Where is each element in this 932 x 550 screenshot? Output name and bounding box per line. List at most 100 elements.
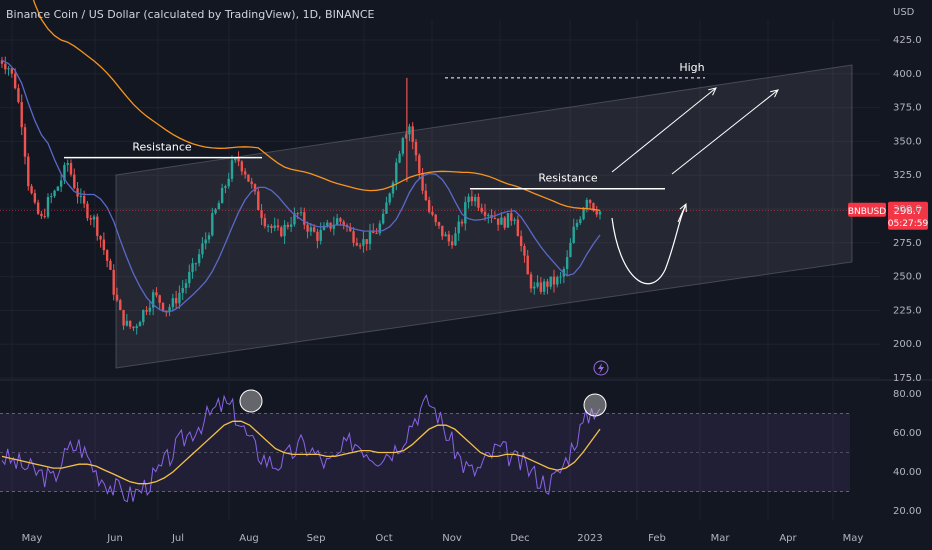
candle-body <box>539 282 543 292</box>
candle-body <box>0 60 4 64</box>
candle-body <box>414 141 418 156</box>
candle-body <box>431 211 434 215</box>
candle-body <box>496 218 500 225</box>
candle-body <box>503 217 506 228</box>
high-label: High <box>679 61 704 74</box>
candle-body <box>549 276 552 287</box>
candle-body <box>33 193 37 203</box>
rsi-ma-line <box>1 420 601 485</box>
x-tick-label: Aug <box>239 533 259 544</box>
candle-body <box>43 216 46 218</box>
candle-body <box>197 254 201 264</box>
price-badge-value: 298.7 <box>894 206 923 217</box>
candle-body <box>171 298 175 308</box>
candle-body <box>56 186 60 191</box>
candle-body <box>582 208 585 220</box>
candle-body <box>20 102 23 128</box>
candle-body <box>263 218 267 227</box>
candle-body <box>217 203 221 210</box>
candle-body <box>102 239 106 251</box>
candle-body <box>572 226 575 243</box>
candle-body <box>266 225 270 227</box>
candle-body <box>339 218 342 222</box>
candle-body <box>326 222 329 226</box>
candle-body <box>96 216 99 236</box>
candle-body <box>161 302 165 311</box>
candle-body <box>112 269 115 295</box>
candle-body <box>280 227 283 237</box>
candle-body <box>579 219 582 223</box>
candle-body <box>178 292 181 304</box>
candle-body <box>447 234 451 242</box>
candle-body <box>109 260 112 270</box>
candle-body <box>211 213 214 236</box>
candle-body <box>59 180 63 187</box>
candle-body <box>595 210 598 215</box>
candle-body <box>132 326 135 329</box>
resistance-label: Resistance <box>132 141 192 154</box>
candle-body <box>457 221 460 234</box>
candle-body <box>247 174 250 182</box>
candle-body <box>450 241 454 246</box>
projection-arrow-head <box>770 89 779 98</box>
candle-body <box>63 164 66 181</box>
overbought-marker <box>239 389 263 413</box>
candle-body <box>454 233 457 246</box>
candle-body <box>148 307 152 312</box>
candle-body <box>142 310 145 323</box>
candle-body <box>122 309 125 326</box>
x-tick-label: Sep <box>307 533 326 544</box>
candle-body <box>575 222 579 227</box>
x-tick-label: Apr <box>779 533 797 544</box>
candle-body <box>506 213 510 228</box>
candle-body <box>513 219 516 221</box>
projection-arrow-head <box>708 87 717 96</box>
projection-arrow <box>671 89 779 175</box>
x-tick-label: Oct <box>375 533 392 544</box>
candle-body <box>588 199 592 204</box>
candle-body <box>40 213 43 217</box>
x-tick-label: May <box>22 533 43 544</box>
candlesticks <box>0 56 602 335</box>
candle-body <box>322 225 326 230</box>
candle-body <box>424 190 428 201</box>
candle-body <box>510 213 513 221</box>
candle-body <box>145 310 148 312</box>
candle-body <box>204 239 207 244</box>
candle-body <box>542 281 546 292</box>
symbol-badge <box>848 202 886 217</box>
rsi-y-tick-label: 40.00 <box>893 467 922 478</box>
candle-body <box>434 214 437 223</box>
y-tick-label: 325.0 <box>893 170 922 181</box>
candle-body <box>421 172 424 191</box>
candle-body <box>569 242 572 257</box>
candle-body <box>105 250 109 261</box>
candle-body <box>184 283 188 288</box>
axis-currency-label: USD <box>893 7 915 18</box>
candle-body <box>289 224 293 227</box>
ma-slow-line <box>32 0 601 212</box>
candle-body <box>536 282 539 287</box>
candle-body <box>253 184 257 192</box>
candle-body <box>299 212 303 214</box>
candle-body <box>375 233 378 235</box>
candle-body <box>23 127 27 157</box>
y-tick-label: 425.0 <box>893 35 922 46</box>
candle-body <box>529 274 533 289</box>
candle-body <box>237 158 240 162</box>
y-tick-label: 275.0 <box>893 238 922 249</box>
candle-body <box>174 298 178 304</box>
candle-body <box>17 88 20 103</box>
candle-body <box>119 300 122 310</box>
candle-body <box>66 163 69 165</box>
y-tick-label: 375.0 <box>893 103 922 114</box>
candle-body <box>4 63 7 70</box>
projection-curve-arrow-head <box>679 202 687 213</box>
x-tick-label: Nov <box>442 533 462 544</box>
candle-body <box>181 287 184 293</box>
candle-body <box>546 281 549 287</box>
candle-body <box>533 286 536 289</box>
x-tick-label: Mar <box>711 533 731 544</box>
